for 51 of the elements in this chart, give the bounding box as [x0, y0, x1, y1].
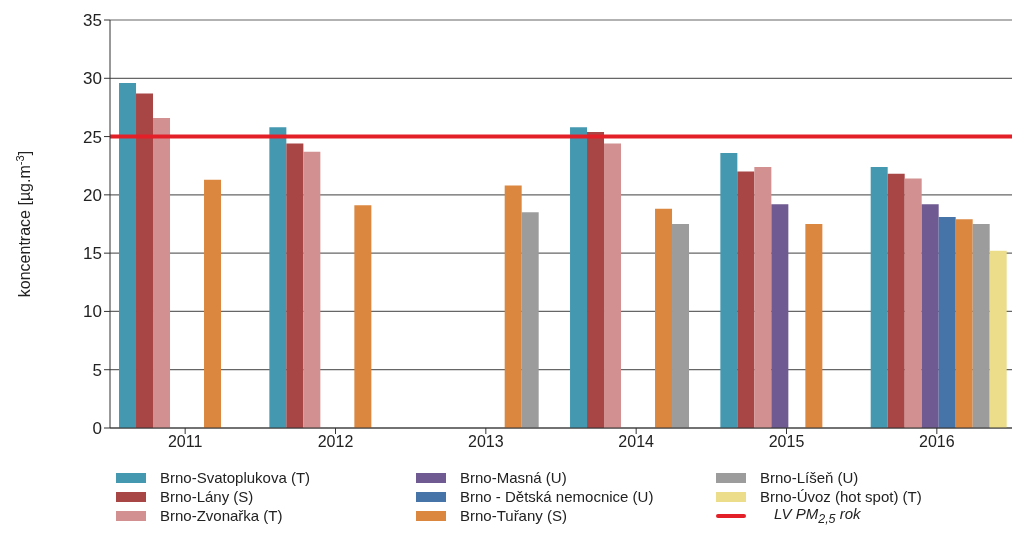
bar — [587, 131, 605, 428]
legend-label: Brno - Dětská nemocnice (U) — [460, 488, 654, 505]
legend-label: Brno-Lány (S) — [160, 488, 254, 505]
bar — [672, 224, 690, 428]
bar — [904, 178, 922, 428]
bar — [153, 117, 171, 428]
x-tick-label: 2012 — [317, 433, 354, 451]
bar — [921, 204, 939, 428]
x-tick-label: 2015 — [768, 433, 805, 451]
legend-label: LV PM$_{2,5}$ rok — [773, 505, 861, 526]
y-tick-label: 20 — [83, 185, 102, 205]
bar — [720, 152, 738, 428]
legend-label: Brno-Tuřany (S) — [460, 507, 567, 524]
y-tick-label: 25 — [83, 127, 102, 147]
bar — [504, 185, 522, 428]
bar — [119, 82, 137, 428]
x-tick-label: 2011 — [167, 433, 203, 451]
x-tick-label: 2013 — [468, 433, 504, 451]
legend-label: Brno-Svatoplukova (T) — [160, 469, 311, 486]
bar — [354, 205, 372, 428]
legend-label: Brno-Masná (U) — [460, 469, 567, 486]
y-tick-label: 0 — [92, 419, 102, 439]
bar — [269, 127, 287, 428]
bar — [955, 219, 973, 428]
legend-label: Brno-Zvonařka (T) — [160, 507, 283, 524]
x-tick-label: 2016 — [919, 433, 955, 451]
bar — [754, 166, 772, 428]
x-tick-label: 2014 — [618, 433, 655, 451]
bar — [136, 93, 154, 428]
bar — [655, 208, 673, 428]
bar — [771, 204, 789, 428]
y-tick-label: 30 — [83, 69, 102, 89]
bar — [938, 217, 956, 428]
bar — [887, 173, 905, 428]
bar — [286, 143, 304, 428]
legend-label: Brno-Úvoz (hot spot) (T) — [760, 488, 922, 505]
bar — [972, 224, 990, 428]
y-tick-label: 35 — [83, 11, 102, 31]
bar — [737, 171, 755, 428]
bar — [870, 166, 888, 428]
y-tick-label: 10 — [83, 302, 102, 322]
bar — [570, 127, 588, 428]
bar — [303, 151, 321, 428]
y-tick-label: 15 — [83, 244, 102, 264]
bar — [604, 143, 622, 428]
bar — [989, 250, 1007, 428]
y-tick-label: 5 — [92, 360, 102, 380]
legend-label: Brno-Líšeň (U) — [760, 469, 859, 486]
bar — [805, 224, 823, 428]
bar — [204, 179, 222, 428]
bar — [521, 212, 539, 428]
